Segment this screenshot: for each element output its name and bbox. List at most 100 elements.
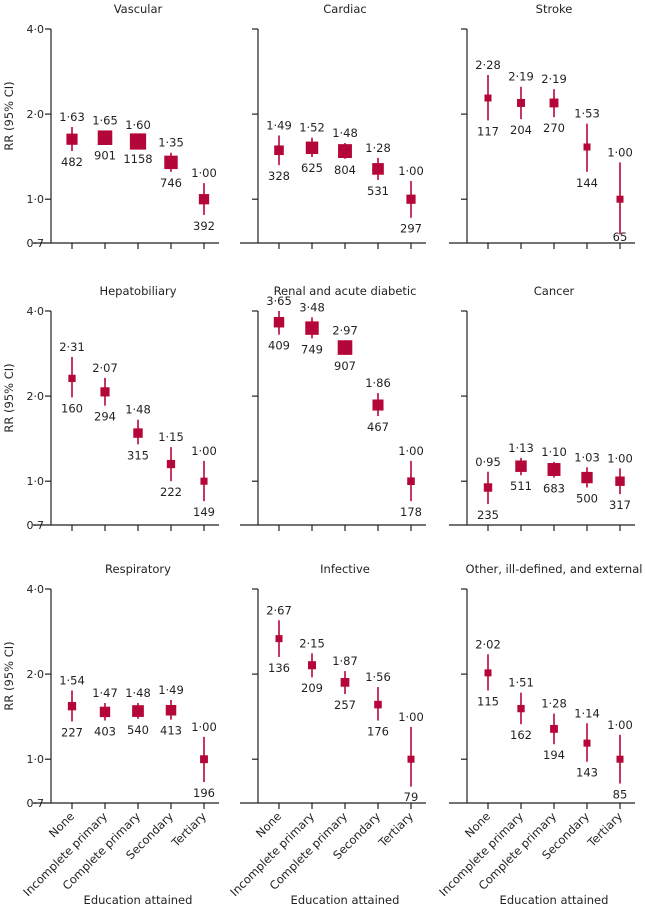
deaths-count-label: 500 [576,492,598,506]
deaths-count-label: 65 [613,230,628,244]
panel-title: Vascular [114,2,163,16]
rr-value-label: 2·19 [508,70,534,84]
rr-marker [275,635,283,643]
y-axis-title: RR (95% CI) [2,363,16,432]
rr-marker [200,755,208,764]
x-axis-title: Education attained [291,893,400,907]
y-tick-label: 0·7 [27,237,45,250]
rr-marker [616,755,624,763]
rr-value-label: 1·10 [541,445,567,459]
deaths-count-label: 392 [193,219,215,233]
deaths-count-label: 117 [477,124,499,138]
rr-marker [67,702,77,711]
rr-value-label: 1·56 [365,670,391,684]
deaths-count-label: 176 [367,725,389,739]
rr-value-label: 1·54 [59,673,85,687]
rr-marker [307,661,317,670]
rr-value-label: 1·00 [607,451,633,465]
deaths-count-label: 143 [576,766,598,780]
y-tick-label: 2·0 [27,668,45,681]
rr-value-label: 0·95 [475,455,501,469]
deaths-count-label: 482 [61,155,83,169]
rr-value-label: 1·15 [158,430,184,444]
rr-value-label: 1·03 [574,450,600,464]
rr-marker [99,706,111,718]
rr-value-label: 1·00 [398,164,424,178]
rr-marker [133,428,143,438]
rr-value-label: 1·86 [365,376,391,390]
deaths-count-label: 328 [268,169,290,183]
deaths-count-label: 144 [576,176,598,190]
panel-cardiac: Cardiac 1·49 328 1·52 625 1·48 804 1·28 531 1·00 2… [240,2,426,249]
rr-value-label: 2·02 [475,637,501,651]
rr-value-label: 2·07 [92,361,118,375]
deaths-count-label: 749 [301,342,323,356]
y-tick-label: 2·0 [27,108,45,121]
rr-value-label: 1·00 [398,710,424,724]
rr-value-label: 1·47 [92,686,118,700]
panel-title: Stroke [536,2,573,16]
rr-marker [274,145,284,156]
panel-stroke: Stroke 2·28 117 2·19 204 2·19 270 1·53 144 1·00 65 [449,2,635,249]
rr-value-label: 1·53 [574,107,600,121]
rr-marker [550,724,558,733]
rr-marker [372,163,384,175]
deaths-count-label: 160 [61,401,83,415]
y-tick-label: 0·7 [27,519,45,532]
rr-value-label: 2·97 [332,323,358,337]
panel-title: Infective [320,562,370,576]
deaths-count-label: 409 [268,339,290,353]
deaths-count-label: 804 [334,163,356,177]
deaths-count-label: 531 [367,184,389,198]
rr-value-label: 1·87 [332,654,358,668]
y-tick-label: 4·0 [27,305,45,318]
panel-other-ill-defined-and-external: Other, ill-defined, and externalNoneInco… [436,562,642,907]
deaths-count-label: 315 [127,448,149,462]
rr-marker [615,476,625,486]
rr-marker [305,321,319,335]
y-tick-label: 4·0 [27,583,45,596]
y-axis-title: RR (95% CI) [2,81,16,150]
rr-marker [273,317,285,328]
deaths-count-label: 403 [94,725,116,739]
rr-marker [484,669,492,677]
rr-value-label: 1·00 [191,444,217,458]
panel-title: Renal and acute diabetic [274,284,417,298]
rr-marker [517,98,525,107]
rr-marker [340,677,350,687]
rr-value-label: 1·63 [59,110,85,124]
rr-value-label: 1·60 [125,118,151,132]
deaths-count-label: 413 [160,724,182,738]
panel-title: Cardiac [323,2,366,16]
deaths-count-label: 196 [193,786,215,800]
y-tick-label: 4·0 [27,23,45,36]
panel-cancer: Cancer 0·95 235 1·13 511 1·10 683 1·03 500 1·00 31… [449,284,635,531]
rr-marker [484,94,492,102]
rr-value-label: 1·49 [158,683,184,697]
deaths-count-label: 511 [510,479,532,493]
rr-value-label: 1·00 [191,166,217,180]
rr-marker [164,155,178,170]
deaths-count-label: 625 [301,161,323,175]
rr-marker [337,340,353,355]
x-axis-title: Education attained [500,893,609,907]
rr-marker [66,133,78,145]
deaths-count-label: 79 [404,790,419,804]
deaths-count-label: 297 [400,222,422,236]
panel-title: Hepatobiliary [99,284,176,298]
rr-marker [305,141,319,155]
rr-marker [483,483,493,492]
deaths-count-label: 115 [477,694,499,708]
deaths-count-label: 683 [543,482,565,496]
y-tick-label: 1·0 [27,193,45,206]
deaths-count-label: 85 [613,788,628,802]
rr-value-label: 1·65 [92,113,118,127]
deaths-count-label: 907 [334,359,356,373]
rr-value-label: 1·00 [191,720,217,734]
panel-vascular: Vascular 0·7 1·0 2·0 4·0 RR (95% CI) 1·63 482 1·… [2,2,219,250]
rr-value-label: 1·14 [574,706,600,720]
rr-marker [129,133,147,150]
y-tick-label: 0·7 [27,797,45,810]
